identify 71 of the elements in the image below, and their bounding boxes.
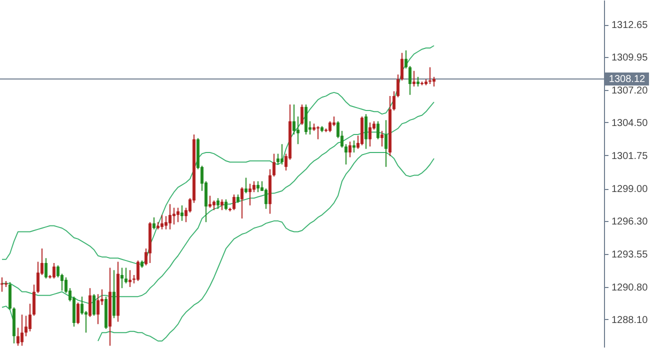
y-tick-label: 1309.95	[612, 52, 648, 64]
y-tick-label: 1304.50	[612, 118, 648, 129]
candlestick	[368, 122, 372, 147]
candlestick	[380, 130, 384, 147]
candlestick	[344, 144, 348, 165]
candlestick	[92, 294, 96, 316]
candlestick	[120, 267, 124, 289]
candlestick	[212, 200, 216, 211]
candlestick	[176, 207, 180, 223]
candlestick	[24, 315, 28, 337]
y-tick-label: 1296.30	[612, 216, 648, 228]
candlestick	[300, 104, 304, 126]
y-tick-label: 1290.80	[612, 282, 648, 294]
candlestick	[364, 114, 368, 150]
candlestick	[276, 153, 280, 165]
y-tick-label: 1307.20	[612, 86, 648, 97]
y-tick-label: 1288.10	[612, 314, 648, 326]
candlestick	[88, 288, 92, 318]
ref-line-label: 1308.12	[608, 74, 646, 86]
candlestick	[36, 261, 40, 294]
candlestick	[396, 74, 400, 98]
candlestick	[168, 204, 172, 230]
candlestick	[272, 153, 276, 177]
candlestick	[232, 194, 236, 211]
candlestick	[136, 260, 140, 282]
candlestick	[124, 267, 128, 284]
candlestick	[416, 76, 420, 87]
candlestick	[264, 188, 268, 210]
candlestick	[28, 303, 32, 332]
candlestick	[164, 216, 168, 230]
candlestick	[292, 104, 296, 135]
candlestick	[180, 204, 184, 222]
y-tick-label: 1299.00	[612, 184, 648, 196]
y-tick-label: 1312.65	[612, 20, 648, 32]
candlestick	[392, 90, 396, 111]
candlestick	[384, 120, 388, 168]
candlestick	[220, 198, 224, 211]
candlestick	[400, 52, 404, 81]
candlestick	[76, 302, 80, 325]
candlestick	[20, 314, 24, 346]
candlestick	[244, 177, 248, 194]
candlestick	[172, 207, 176, 226]
candlestick	[252, 180, 256, 193]
candlestick	[432, 76, 436, 87]
candlestick	[332, 116, 336, 127]
candlestick	[376, 120, 380, 140]
candlestick	[44, 258, 48, 280]
y-tick-label: 1301.75	[612, 150, 648, 162]
candlestick	[152, 216, 156, 230]
candlestick	[52, 262, 56, 280]
candlestick	[16, 327, 20, 346]
candlestick	[240, 186, 244, 220]
candlestick	[412, 70, 416, 87]
candlestick	[160, 214, 164, 230]
candlestick	[248, 183, 252, 206]
line-series	[2, 45, 434, 265]
candlestick	[32, 284, 36, 316]
candlestick	[404, 50, 408, 69]
candlestick	[348, 141, 352, 158]
candlestick	[56, 264, 60, 278]
candlestick	[328, 120, 332, 133]
candlestick	[208, 195, 212, 208]
candlestick	[408, 66, 412, 96]
candlestick	[224, 198, 228, 211]
candlestick	[216, 198, 220, 210]
y-tick-label: 1293.55	[612, 249, 648, 260]
candlestick	[280, 144, 284, 165]
candlestick	[96, 294, 100, 325]
candlestick	[80, 296, 84, 316]
candlestick	[296, 116, 300, 145]
candlestick	[256, 180, 260, 193]
